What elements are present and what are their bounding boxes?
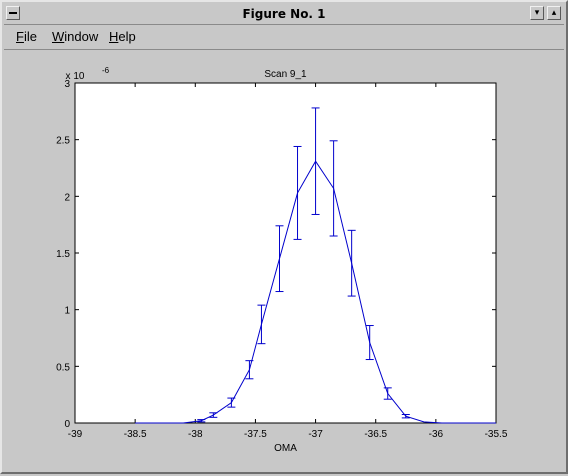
- x-tick-label: -36: [429, 429, 444, 440]
- y-exponent-label: x 10: [66, 71, 85, 82]
- y-tick-label: 2.5: [56, 136, 70, 147]
- y-tick-label: 0: [64, 419, 70, 430]
- x-tick-label: -38: [188, 429, 203, 440]
- menu-file[interactable]: File: [16, 29, 37, 44]
- y-tick-label: 2: [64, 192, 70, 203]
- menu-bar: File Window Help: [4, 25, 564, 50]
- x-tick-label: -36.5: [364, 429, 387, 440]
- minimize-icon: ▾: [534, 8, 540, 18]
- x-tick-label: -37: [308, 429, 323, 440]
- menu-window[interactable]: Window: [52, 29, 99, 44]
- plot-area: [74, 82, 497, 424]
- minimize-button[interactable]: ▾: [530, 6, 544, 20]
- x-tick-label: -37.5: [244, 429, 267, 440]
- chart-title: Scan 9_1: [264, 69, 307, 80]
- chart: -39 -38.5 -38 -37.5 -37 -36.5 -36 -35.5 0 0.5 1 1.5…: [56, 66, 508, 454]
- x-axis-label: OMA: [274, 443, 297, 454]
- y-tick-label: 0.5: [56, 362, 70, 373]
- x-tick-label: -35.5: [485, 429, 508, 440]
- x-tick-label: -38.5: [124, 429, 147, 440]
- figure-canvas: -39 -38.5 -38 -37.5 -37 -36.5 -36 -35.5 0 0.5 1 1.5…: [4, 50, 564, 472]
- title-bar[interactable]: Figure No. 1 ▾ ▴: [4, 4, 564, 25]
- y-tick-label: 1: [64, 306, 70, 317]
- menu-help[interactable]: Help: [109, 29, 136, 44]
- y-tick-label: 3: [64, 79, 70, 90]
- y-exponent: -6: [102, 66, 110, 75]
- maximize-button[interactable]: ▴: [547, 6, 561, 20]
- window-title: Figure No. 1: [242, 7, 326, 21]
- window-menu-icon: [9, 12, 17, 14]
- x-tick-label: -39: [68, 429, 83, 440]
- maximize-icon: ▴: [551, 8, 557, 18]
- window-menu-button[interactable]: [6, 6, 20, 20]
- y-tick-label: 1.5: [56, 249, 70, 260]
